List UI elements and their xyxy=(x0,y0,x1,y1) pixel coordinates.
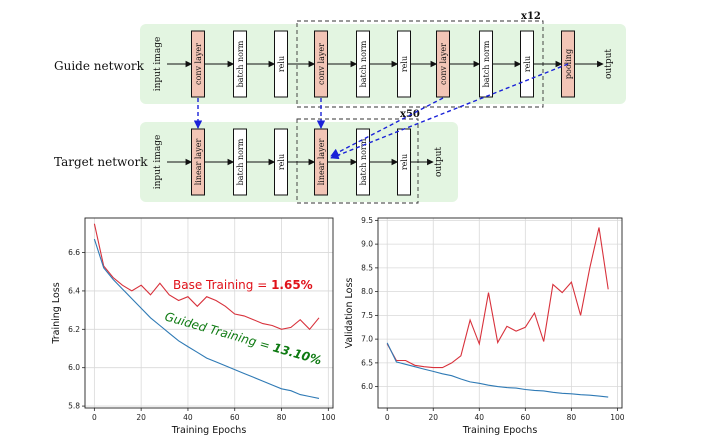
y-axis-title: Training Loss xyxy=(51,282,62,344)
x-tick-label: 100 xyxy=(610,413,625,422)
y-tick-label: 9.5 xyxy=(361,216,373,225)
x-axis-title: Training Epochs xyxy=(462,425,538,436)
guide-block-2 xyxy=(233,30,247,98)
target-network-label: Target network xyxy=(54,155,148,169)
guide-repeat-label: x12 xyxy=(521,11,541,22)
y-tick-label: 6.0 xyxy=(68,363,80,372)
series-line-2 xyxy=(93,238,320,399)
y-tick-label: 6.2 xyxy=(68,325,80,334)
target-block-2 xyxy=(233,128,247,196)
series-line-1 xyxy=(93,223,320,331)
plot-frame xyxy=(377,217,623,409)
guidance-connections xyxy=(193,63,569,160)
validation-loss-chart: 0 20 40 60 80 100 6.0 6.5 7.0 7.5 8.0 8.5 9.0 9.5 Trai… xyxy=(344,216,625,436)
guide-block-6 xyxy=(397,30,411,98)
x-tick-label: 20 xyxy=(428,413,438,422)
y-tick-label: 9.0 xyxy=(361,240,373,249)
series-line-2 xyxy=(386,342,609,398)
guide-block-label: conv layer xyxy=(194,43,203,85)
guide-block-1 xyxy=(191,30,205,98)
base-training-value: 1.65% xyxy=(271,278,313,292)
guide-block-label: pooling xyxy=(564,49,573,79)
x-axis-title: Training Epochs xyxy=(171,425,247,436)
target-block-3 xyxy=(274,128,288,196)
guide-block-label: batch norm xyxy=(482,40,491,87)
y-tick-label: 6.6 xyxy=(68,248,80,257)
series-line-1 xyxy=(386,227,609,369)
guided-training-value: 13.10% xyxy=(271,340,323,367)
plot-frame xyxy=(84,217,334,409)
target-block-label: batch norm xyxy=(236,138,245,185)
x-tick-label: 20 xyxy=(136,413,146,422)
guide-block-label: conv layer xyxy=(439,43,448,85)
y-tick-label: 6.4 xyxy=(68,286,80,295)
y-tick-label: 6.5 xyxy=(361,358,373,367)
guide-output-label: output xyxy=(604,49,614,79)
guide-block-label: relu xyxy=(400,56,409,72)
base-training-annotation: Base Training = 1.65% xyxy=(173,278,313,292)
guide-block-7 xyxy=(436,30,450,98)
guide-block-label: conv layer xyxy=(317,43,326,85)
y-tick-label: 5.8 xyxy=(68,402,80,411)
guide-block-9 xyxy=(520,30,534,98)
target-block-label: batch norm xyxy=(359,138,368,185)
x-tick-label: 60 xyxy=(521,413,531,422)
guide-arrow-4 xyxy=(330,63,569,160)
x-tick-label: 40 xyxy=(475,413,485,422)
guide-block-label: relu xyxy=(277,56,286,72)
target-input-label: input image xyxy=(153,135,163,190)
target-network-blocks: linear layer batch norm relu linear layer ba… xyxy=(167,128,434,196)
x-tick-label: 80 xyxy=(277,413,287,422)
target-block-5 xyxy=(356,128,370,196)
y-tick-label: 7.5 xyxy=(361,311,373,320)
x-tick-label: 40 xyxy=(183,413,193,422)
training-loss-chart: 0 20 40 60 80 100 5.8 6.0 6.2 6.4 6.6 Training Epoc… xyxy=(51,217,336,436)
y-tick-label: 7.0 xyxy=(361,335,373,344)
guide-block-label: batch norm xyxy=(236,40,245,87)
target-repeat-box xyxy=(296,118,419,204)
target-output-label: output xyxy=(434,147,444,177)
target-block-label: relu xyxy=(277,154,286,170)
guide-block-5 xyxy=(356,30,370,98)
guide-network-blocks: conv layer batch norm relu conv layer batch … xyxy=(167,30,604,98)
guide-network-label: Guide network xyxy=(54,59,145,73)
y-tick-label: 8.0 xyxy=(361,287,373,296)
x-tick-label: 0 xyxy=(385,413,390,422)
x-tick-label: 60 xyxy=(230,413,240,422)
y-axis-title: Validation Loss xyxy=(344,278,355,349)
guide-block-label: relu xyxy=(523,56,532,72)
y-tick-label: 8.5 xyxy=(361,263,373,272)
guide-block-label: batch norm xyxy=(359,40,368,87)
guide-arrow-3 xyxy=(330,97,444,157)
x-tick-label: 100 xyxy=(321,413,336,422)
guide-block-4 xyxy=(314,30,328,98)
x-tick-label: 0 xyxy=(92,413,97,422)
x-tick-label: 80 xyxy=(567,413,577,422)
guide-input-label: input image xyxy=(153,37,163,92)
target-block-label: relu xyxy=(400,154,409,170)
guide-block-8 xyxy=(479,30,493,98)
target-block-label: linear layer xyxy=(317,139,326,186)
guide-block-3 xyxy=(274,30,288,98)
target-block-4 xyxy=(314,128,328,196)
y-tick-label: 6.0 xyxy=(361,382,373,391)
target-block-label: linear layer xyxy=(194,139,203,186)
guided-training-annotation: Guided Training = 13.10% xyxy=(163,309,323,367)
target-block-1 xyxy=(191,128,205,196)
